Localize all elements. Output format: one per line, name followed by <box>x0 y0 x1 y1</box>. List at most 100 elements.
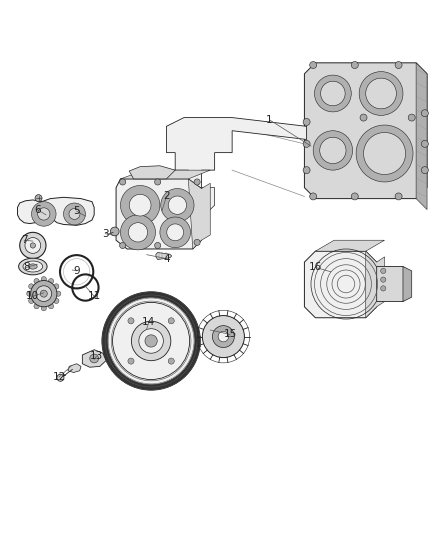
Circle shape <box>128 223 148 242</box>
Circle shape <box>351 193 358 200</box>
Polygon shape <box>173 188 193 214</box>
Text: 8: 8 <box>23 262 30 272</box>
Circle shape <box>54 298 59 303</box>
Circle shape <box>48 304 53 309</box>
Circle shape <box>120 243 126 248</box>
Circle shape <box>160 217 191 248</box>
Circle shape <box>128 318 134 324</box>
Circle shape <box>107 297 195 385</box>
Circle shape <box>381 286 386 291</box>
Circle shape <box>168 318 174 324</box>
Circle shape <box>41 305 46 311</box>
Text: 14: 14 <box>142 317 155 327</box>
Circle shape <box>194 239 200 246</box>
Circle shape <box>48 279 53 284</box>
Polygon shape <box>129 166 175 179</box>
Circle shape <box>40 290 47 297</box>
Circle shape <box>120 185 160 225</box>
Circle shape <box>34 304 39 309</box>
Circle shape <box>303 167 310 174</box>
Circle shape <box>421 110 428 117</box>
Circle shape <box>129 195 151 216</box>
Circle shape <box>35 195 42 201</box>
Polygon shape <box>315 240 385 251</box>
Circle shape <box>202 316 244 358</box>
Polygon shape <box>166 118 307 188</box>
Circle shape <box>360 114 367 121</box>
Polygon shape <box>197 188 215 214</box>
Text: 12: 12 <box>53 372 66 382</box>
Text: 6: 6 <box>34 205 41 215</box>
Circle shape <box>381 268 386 273</box>
Text: 1: 1 <box>266 115 273 125</box>
Circle shape <box>128 358 134 364</box>
Circle shape <box>28 298 34 303</box>
Circle shape <box>54 284 59 289</box>
Circle shape <box>57 374 64 381</box>
Text: 15: 15 <box>223 329 237 340</box>
Circle shape <box>31 280 57 307</box>
Text: 2: 2 <box>163 191 170 201</box>
Text: 10: 10 <box>26 291 39 301</box>
Circle shape <box>145 335 157 347</box>
Circle shape <box>69 208 80 220</box>
Circle shape <box>218 332 229 342</box>
Circle shape <box>421 140 428 147</box>
Circle shape <box>320 138 346 164</box>
Circle shape <box>102 292 200 390</box>
Circle shape <box>194 179 200 185</box>
Text: 5: 5 <box>73 206 80 216</box>
Circle shape <box>155 179 161 185</box>
Polygon shape <box>416 63 427 209</box>
Circle shape <box>28 284 34 289</box>
Circle shape <box>303 118 310 125</box>
Circle shape <box>168 196 187 214</box>
Circle shape <box>32 201 56 226</box>
Text: 11: 11 <box>88 291 101 301</box>
Circle shape <box>64 203 85 225</box>
Circle shape <box>120 179 126 185</box>
Circle shape <box>313 131 353 170</box>
Polygon shape <box>116 179 201 249</box>
Text: 13: 13 <box>90 351 103 361</box>
Circle shape <box>27 291 32 296</box>
Polygon shape <box>188 179 210 249</box>
Circle shape <box>356 125 413 182</box>
Circle shape <box>56 291 61 296</box>
Circle shape <box>395 61 402 69</box>
Circle shape <box>167 224 184 241</box>
Circle shape <box>395 193 402 200</box>
Circle shape <box>36 286 52 302</box>
Circle shape <box>113 302 190 379</box>
Polygon shape <box>120 170 210 179</box>
Circle shape <box>212 326 234 348</box>
Circle shape <box>110 227 119 236</box>
Circle shape <box>34 279 39 284</box>
Circle shape <box>25 238 41 253</box>
Text: 9: 9 <box>73 266 80 276</box>
Polygon shape <box>68 364 81 373</box>
Circle shape <box>155 243 161 248</box>
Ellipse shape <box>23 261 42 272</box>
Circle shape <box>310 61 317 69</box>
Circle shape <box>321 81 345 106</box>
Circle shape <box>139 329 163 353</box>
Circle shape <box>359 71 403 115</box>
Circle shape <box>303 140 310 147</box>
Circle shape <box>38 208 50 220</box>
Polygon shape <box>304 63 427 199</box>
Polygon shape <box>82 350 106 367</box>
Polygon shape <box>366 251 385 318</box>
Circle shape <box>366 78 396 109</box>
Circle shape <box>41 277 46 282</box>
Circle shape <box>168 358 174 364</box>
Ellipse shape <box>18 258 47 275</box>
Circle shape <box>408 114 415 121</box>
Circle shape <box>120 215 155 250</box>
Circle shape <box>90 354 99 363</box>
Circle shape <box>310 193 317 200</box>
Text: 4: 4 <box>163 254 170 264</box>
Text: 7: 7 <box>21 235 28 245</box>
Polygon shape <box>18 197 94 225</box>
Circle shape <box>161 189 194 222</box>
